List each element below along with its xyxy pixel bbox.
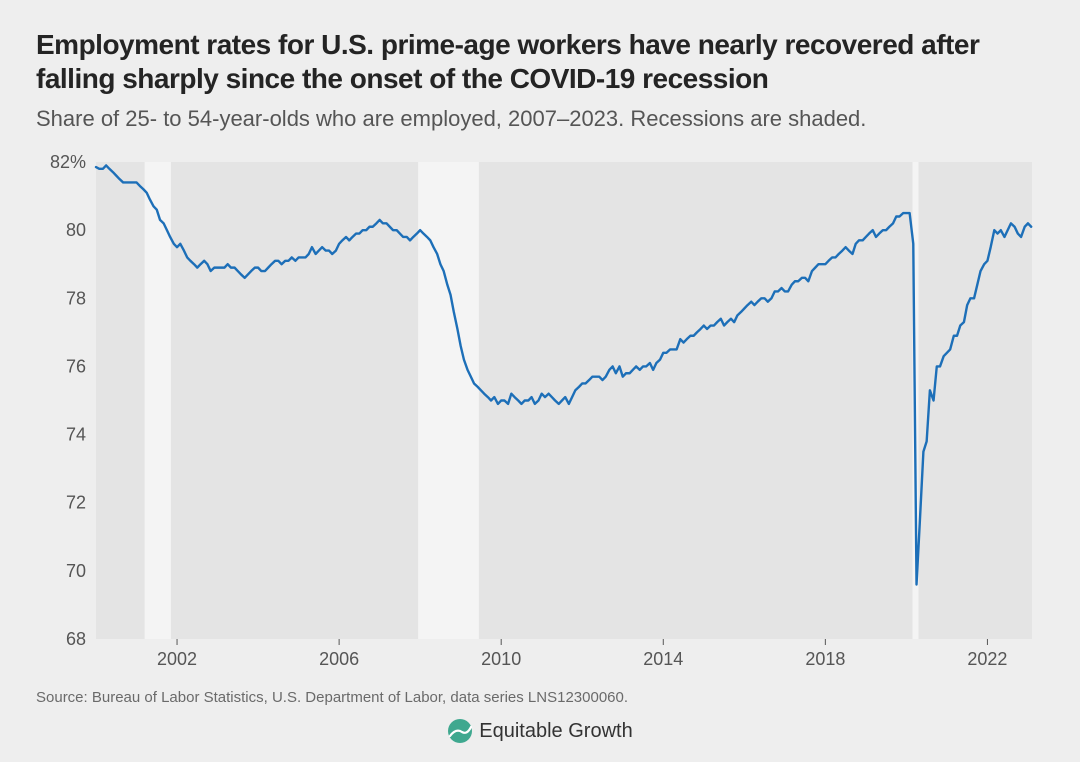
- source-citation: Source: Bureau of Labor Statistics, U.S.…: [36, 689, 1044, 706]
- svg-text:70: 70: [66, 561, 86, 581]
- svg-text:76: 76: [66, 357, 86, 377]
- svg-text:2002: 2002: [157, 649, 197, 669]
- line-chart-svg: 68 70 72 74 76 78 80 82% 2002 2006 2010 2014 2018 202…: [36, 150, 1044, 673]
- chart-container: Employment rates for U.S. prime-age work…: [0, 0, 1080, 762]
- svg-text:72: 72: [66, 493, 86, 513]
- svg-text:2022: 2022: [967, 649, 1007, 669]
- svg-text:2010: 2010: [481, 649, 521, 669]
- svg-text:80: 80: [66, 220, 86, 240]
- chart-subtitle: Share of 25- to 54-year-olds who are emp…: [36, 106, 1044, 132]
- svg-text:2018: 2018: [805, 649, 845, 669]
- svg-text:78: 78: [66, 289, 86, 309]
- equitable-growth-icon: [447, 718, 473, 744]
- svg-text:2006: 2006: [319, 649, 359, 669]
- brand-logo-text: Equitable Growth: [479, 720, 632, 743]
- chart-plot-area: 68 70 72 74 76 78 80 82% 2002 2006 2010 2014 2018 202…: [36, 150, 1044, 673]
- brand-logo: Equitable Growth: [36, 718, 1044, 744]
- chart-title: Employment rates for U.S. prime-age work…: [36, 28, 1044, 96]
- svg-text:2014: 2014: [643, 649, 683, 669]
- svg-text:74: 74: [66, 425, 86, 445]
- svg-text:68: 68: [66, 629, 86, 649]
- svg-text:82%: 82%: [50, 152, 86, 172]
